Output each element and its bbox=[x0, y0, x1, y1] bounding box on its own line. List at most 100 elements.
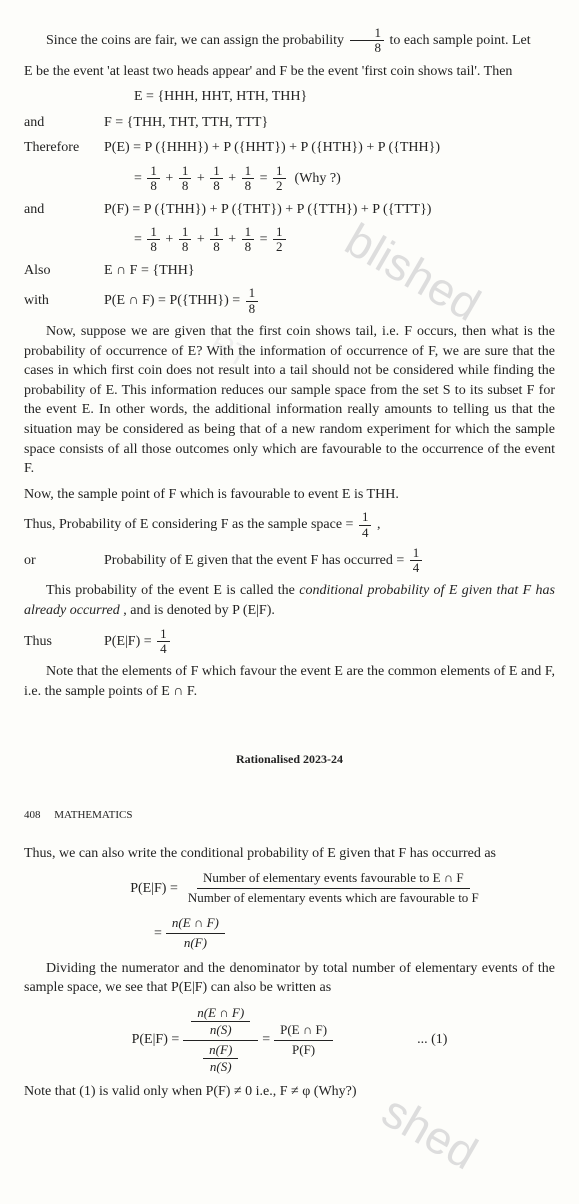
numerator: 1 bbox=[210, 164, 223, 179]
fraction: 18 bbox=[242, 164, 255, 194]
label-and: and bbox=[24, 113, 104, 133]
denominator: 8 bbox=[242, 179, 255, 193]
text: + bbox=[228, 232, 236, 247]
numerator: n(E ∩ F) bbox=[166, 914, 225, 934]
para-cond: This probability of the event E is calle… bbox=[24, 581, 555, 620]
text: = bbox=[134, 232, 145, 247]
text: P(E|F) = bbox=[130, 879, 178, 899]
page-number: 408 bbox=[24, 809, 41, 821]
numerator: P(E ∩ F) bbox=[274, 1021, 333, 1041]
denominator: 8 bbox=[210, 240, 223, 254]
text: , and is denoted by P (E|F). bbox=[123, 603, 275, 618]
denominator: 2 bbox=[273, 179, 286, 193]
fraction: 18 bbox=[210, 164, 223, 194]
row-PEnF: with P(E ∩ F) = P({THH}) = 18 bbox=[24, 286, 555, 316]
numerator: 1 bbox=[350, 26, 385, 41]
text: Since the coins are fair, we can assign … bbox=[46, 33, 348, 48]
text: P(E|F) = bbox=[132, 1030, 180, 1050]
para-now: Now, suppose we are given that the first… bbox=[24, 322, 555, 479]
row-PF: and P(F) = P ({THH}) + P ({THT}) + P ({T… bbox=[24, 200, 555, 220]
fraction: 14 bbox=[157, 627, 170, 657]
eq-condprob-n: = n(E ∩ F) n(F) bbox=[24, 914, 555, 953]
denominator: 8 bbox=[147, 179, 160, 193]
numerator: 1 bbox=[273, 225, 286, 240]
label-also: Also bbox=[24, 261, 104, 281]
denominator: n(S) bbox=[204, 1022, 238, 1038]
eq-PE-expand: P(E) = P ({HHH}) + P ({HHT}) + P ({HTH})… bbox=[104, 138, 440, 158]
denominator: 8 bbox=[179, 179, 192, 193]
numerator: n(E ∩ F)n(S) bbox=[183, 1004, 258, 1041]
text: = bbox=[260, 171, 271, 186]
label-or: or bbox=[24, 551, 104, 571]
denominator: 2 bbox=[273, 240, 286, 254]
eq-PEnF: P(E ∩ F) = P({THH}) = 18 bbox=[104, 286, 260, 316]
row-PE: Therefore P(E) = P ({HHH}) + P ({HHT}) +… bbox=[24, 138, 555, 158]
eq-PEF: P(E|F) = 14 bbox=[104, 627, 172, 657]
fraction: n(E ∩ F)n(S) bbox=[191, 1005, 250, 1039]
label-thus: Thus bbox=[24, 632, 104, 652]
numerator: 1 bbox=[410, 546, 423, 561]
denominator: 8 bbox=[246, 302, 259, 316]
numerator: 1 bbox=[179, 225, 192, 240]
denominator: n(F)n(S) bbox=[195, 1041, 246, 1077]
eq-number: ... (1) bbox=[417, 1030, 447, 1050]
page-content: Since the coins are fair, we can assign … bbox=[24, 26, 555, 1102]
para-note: Note that the elements of F which favour… bbox=[24, 662, 555, 701]
numerator: n(F) bbox=[203, 1042, 238, 1059]
text: to each sample point. Let bbox=[390, 33, 531, 48]
text: = bbox=[154, 924, 162, 944]
numerator: 1 bbox=[147, 164, 160, 179]
text: = bbox=[262, 1030, 270, 1050]
para-valid: Note that (1) is valid only when P(F) ≠ … bbox=[24, 1082, 555, 1102]
denominator: n(F) bbox=[178, 934, 213, 953]
numerator: 1 bbox=[246, 286, 259, 301]
eq-E-set: E = {HHH, HHT, HTH, THH} bbox=[24, 87, 555, 107]
para-thus-prob: Thus, Probability of E considering F as … bbox=[24, 510, 555, 540]
row-F-set: and F = {THH, THT, TTH, TTT} bbox=[24, 113, 555, 133]
page-title: MATHEMATICS bbox=[54, 809, 132, 821]
row-or: or Probability of E given that the event… bbox=[24, 546, 555, 576]
numerator: 1 bbox=[179, 164, 192, 179]
para-events: E be the event 'at least two heads appea… bbox=[24, 62, 555, 82]
fraction: 18 bbox=[147, 164, 160, 194]
text: = bbox=[134, 171, 145, 186]
denominator: 8 bbox=[242, 240, 255, 254]
fraction: 18 bbox=[242, 225, 255, 255]
eq-PF-expand: P(F) = P ({THH}) + P ({THT}) + P ({TTH})… bbox=[104, 200, 431, 220]
fraction: n(F)n(S) bbox=[203, 1042, 238, 1076]
numerator: 1 bbox=[273, 164, 286, 179]
text: + bbox=[165, 232, 173, 247]
text-or: Probability of E given that the event F … bbox=[104, 546, 424, 576]
text: + bbox=[197, 232, 205, 247]
denominator: P(F) bbox=[286, 1041, 321, 1060]
eq-condprob-words: P(E|F) = Number of elementary events fav… bbox=[24, 869, 555, 908]
denominator: 8 bbox=[350, 41, 385, 55]
label-therefore: Therefore bbox=[24, 138, 104, 158]
denominator: 8 bbox=[210, 179, 223, 193]
numerator: 1 bbox=[242, 225, 255, 240]
numerator: 1 bbox=[210, 225, 223, 240]
denominator: Number of elementary events which are fa… bbox=[182, 889, 485, 908]
fraction: 18 bbox=[147, 225, 160, 255]
text: P(E ∩ F) = P({THH}) = bbox=[104, 293, 244, 308]
text-why: (Why ?) bbox=[295, 171, 341, 186]
fraction: 18 bbox=[179, 225, 192, 255]
text: , bbox=[377, 517, 381, 532]
text: = bbox=[260, 232, 271, 247]
denominator: 8 bbox=[147, 240, 160, 254]
para-thuswrite: Thus, we can also write the conditional … bbox=[24, 844, 555, 864]
eq-condprob-full: P(E|F) = n(E ∩ F)n(S) n(F)n(S) = P(E ∩ F… bbox=[24, 1004, 555, 1076]
para-sample: Now, the sample point of F which is favo… bbox=[24, 485, 555, 505]
fraction: 12 bbox=[273, 164, 286, 194]
eq-PE-sum: = 18 + 18 + 18 + 18 = 12 (Why ?) bbox=[24, 164, 555, 194]
denominator: 8 bbox=[179, 240, 192, 254]
label-and: and bbox=[24, 200, 104, 220]
fraction-n: n(E ∩ F) n(F) bbox=[166, 914, 225, 953]
numerator: 1 bbox=[147, 225, 160, 240]
eq-PF-sum: = 18 + 18 + 18 + 18 = 12 bbox=[24, 225, 555, 255]
numerator: Number of elementary events favourable t… bbox=[197, 869, 470, 889]
text: P(E|F) = bbox=[104, 634, 155, 649]
fraction: 18 bbox=[246, 286, 259, 316]
para-div: Dividing the numerator and the denominat… bbox=[24, 959, 555, 998]
fraction: 18 bbox=[179, 164, 192, 194]
